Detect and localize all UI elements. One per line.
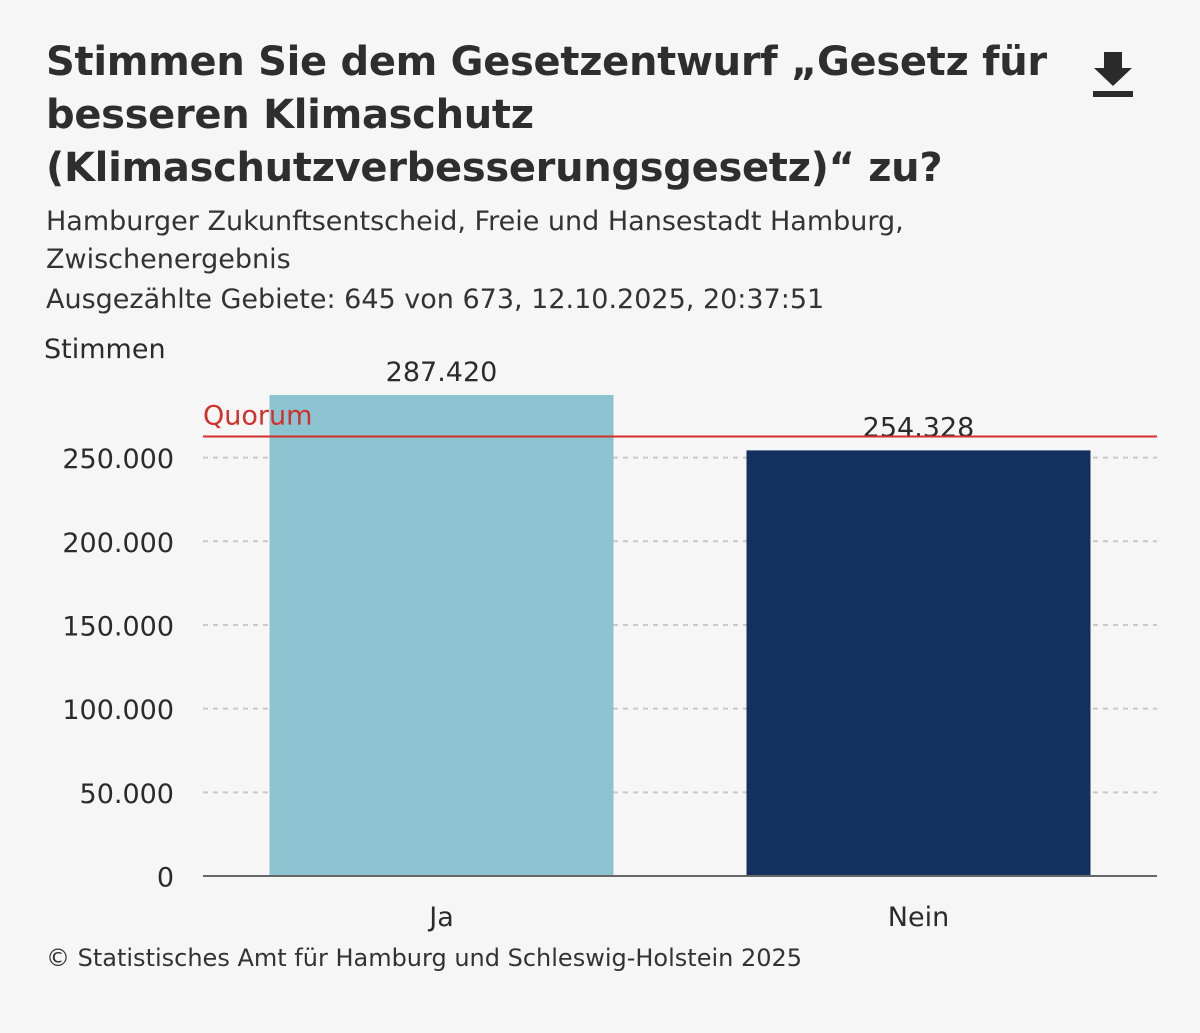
source-credit: © Statistisches Amt für Hamburg und Schl… (46, 944, 803, 972)
y-tick-label: 100.000 (62, 695, 174, 726)
chart-meta: Ausgezählte Gebiete: 645 von 673, 12.10.… (46, 284, 825, 315)
bar-value-label: 287.420 (386, 357, 498, 388)
chart-subtitle: Hamburger Zukunftsentscheid, Freie und H… (46, 206, 904, 275)
x-tick-label: Ja (427, 902, 454, 933)
quorum-label: Quorum (203, 401, 312, 432)
y-axis-label: Stimmen (44, 334, 166, 365)
bar-ja (269, 395, 614, 876)
y-tick-label: 200.000 (62, 528, 174, 559)
download-icon (1093, 52, 1133, 97)
x-tick-label: Nein (888, 902, 949, 933)
y-tick-label: 0 (157, 863, 174, 894)
bar-nein (746, 450, 1091, 876)
download-button[interactable] (1090, 48, 1136, 98)
bar-value-label: 254.328 (863, 412, 975, 443)
chart-title: Stimmen Sie dem Gesetzentwurf „Gesetz fü… (46, 39, 1047, 191)
y-tick-label: 150.000 (62, 611, 174, 642)
chart-header: Stimmen Sie dem Gesetzentwurf „Gesetz fü… (46, 36, 1056, 319)
y-tick-label: 50.000 (80, 779, 174, 810)
y-tick-label: 250.000 (62, 444, 174, 475)
